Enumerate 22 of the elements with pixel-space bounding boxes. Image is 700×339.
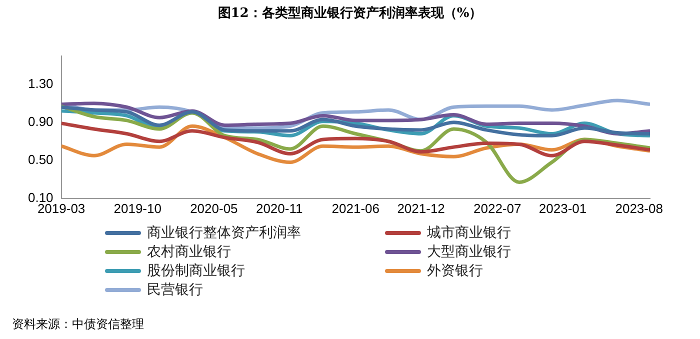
legend-label: 城市商业银行 xyxy=(427,224,511,242)
line-series xyxy=(61,122,650,158)
legend-label: 商业银行整体资产利润率 xyxy=(147,224,301,242)
x-tick-label: 2021-12 xyxy=(397,200,445,216)
x-tick-label: 2022-07 xyxy=(474,200,522,216)
legend-label: 股份制商业银行 xyxy=(147,262,245,280)
chart-title: 图12：各类型商业银行资产利润率表现（%） xyxy=(216,4,484,22)
text: 资料来源：中债资信整理 xyxy=(12,316,144,333)
y-tick-label: 0.10 xyxy=(28,190,54,205)
y-tick-label: 0.90 xyxy=(28,114,54,129)
legend-label: 农村商业银行 xyxy=(147,243,231,261)
x-tick-label: 2021-06 xyxy=(332,200,380,216)
legend-label: 民营银行 xyxy=(147,281,203,299)
y-tick-label: 0.50 xyxy=(28,152,54,167)
x-tick-label: 2023-08 xyxy=(615,200,663,216)
x-tick-label: 2023-01 xyxy=(538,200,587,216)
y-tick-label: 1.30 xyxy=(28,76,54,91)
x-tick-label: 2020-11 xyxy=(256,200,303,216)
x-tick-label: 2019-10 xyxy=(114,200,162,216)
x-tick-label: 2020-05 xyxy=(190,200,238,216)
legend-label: 外资银行 xyxy=(427,262,483,280)
legend-label: 大型商业银行 xyxy=(427,243,511,261)
